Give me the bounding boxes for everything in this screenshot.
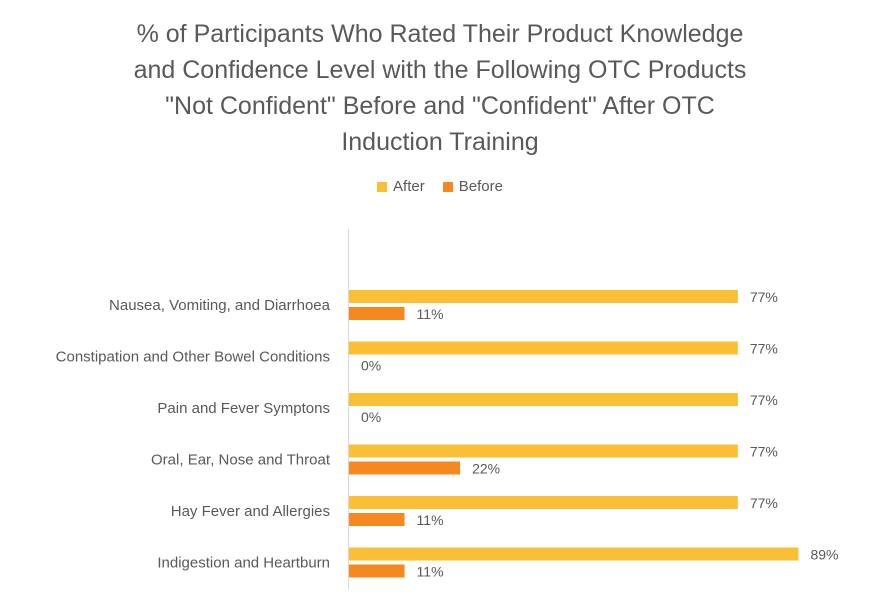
chart-title-line-4: Induction Training xyxy=(341,128,539,156)
data-label-after: 77% xyxy=(750,444,778,460)
data-label-after: 77% xyxy=(750,289,778,305)
legend-label-before: Before xyxy=(458,178,503,195)
legend: After Before xyxy=(0,178,880,195)
bar-after xyxy=(349,547,799,561)
data-label-after: 77% xyxy=(750,495,778,511)
data-label-after: 77% xyxy=(750,392,778,408)
bar-after xyxy=(349,341,738,355)
chart-title: % of Participants Who Rated Their Produc… xyxy=(40,16,840,160)
bar-after xyxy=(349,444,738,458)
category-label: Oral, Ear, Nose and Throat xyxy=(151,452,331,469)
data-label-before: 11% xyxy=(417,306,444,322)
bar-after xyxy=(349,393,738,406)
legend-item-before: Before xyxy=(442,178,503,195)
category-label: Constipation and Other Bowel Conditions xyxy=(56,349,330,366)
legend-item-after: After xyxy=(377,178,425,195)
bar-after xyxy=(349,290,738,303)
data-label-before: 0% xyxy=(361,409,381,425)
chart-title-line-3: "Not Confident" Before and "Confident" A… xyxy=(165,92,715,120)
legend-swatch-after xyxy=(377,181,388,192)
category-label: Pain and Fever Symptons xyxy=(157,400,330,417)
bar-before xyxy=(349,461,461,475)
data-label-before: 0% xyxy=(361,358,381,374)
data-label-after: 89% xyxy=(810,547,838,563)
data-label-after: 77% xyxy=(750,341,778,357)
category-label: Nausea, Vomiting, and Diarrhoea xyxy=(109,297,331,314)
data-label-before: 22% xyxy=(472,461,500,477)
bar-before xyxy=(349,307,405,320)
data-label-before: 11% xyxy=(417,564,444,580)
chart-title-line-1: % of Participants Who Rated Their Produc… xyxy=(136,20,744,48)
bar-after xyxy=(349,496,738,509)
category-label: Hay Fever and Allergies xyxy=(171,503,330,520)
legend-label-after: After xyxy=(393,178,425,195)
data-label-before: 11% xyxy=(417,512,444,528)
legend-swatch-before xyxy=(442,181,453,192)
bar-before xyxy=(349,564,405,578)
category-label: Indigestion and Heartburn xyxy=(157,555,330,572)
chart-title-line-2: and Confidence Level with the Following … xyxy=(133,56,747,84)
bar-before xyxy=(349,513,405,526)
